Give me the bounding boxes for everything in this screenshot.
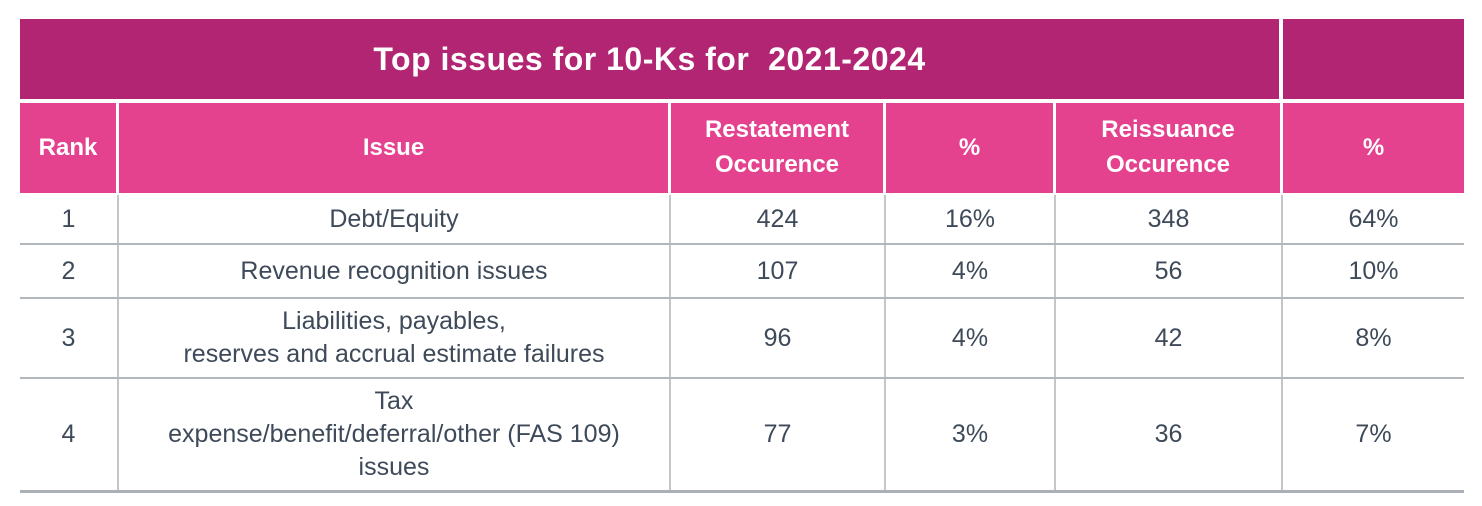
cell-restatement-occurence: 96 [671,299,886,377]
cell-reissuance-occurence: 348 [1056,195,1283,243]
cell-reissuance-pct: 64% [1348,204,1399,233]
cell-restatement-pct: 4% [886,299,1056,377]
cell-issue: Liabilities, payables, reserves and accr… [119,299,671,377]
cell-rank: 4 [20,379,119,490]
cell-rank: 1 [20,195,119,243]
header-cell-reissuance-occurence: Reissuance Occurence [1056,103,1283,193]
cell-reissuance-pct: 10% [1348,256,1399,285]
cell-restatement-occurence: 107 [671,245,886,297]
table-title-spacer-cell [1283,19,1464,99]
table-row: 2 Revenue recognition issues 107 4% 56 1… [20,243,1464,297]
cell-issue: Revenue recognition issues [119,245,671,297]
header-cell-reissuance-pct: % [1283,103,1464,193]
table-title: Top issues for 10-Ks for 2021-2024 [20,19,1283,99]
cell-restatement-occurence: 77 [671,379,886,490]
cell-restatement-pct: 4% [886,245,1056,297]
cell-reissuance-pct: 8% [1355,323,1392,352]
table-header-row: Rank Issue Restatement Occurence % Reiss… [20,103,1464,193]
header-cell-issue: Issue [119,103,671,193]
table-title-row: Top issues for 10-Ks for 2021-2024 [20,19,1464,99]
cell-rank: 3 [20,299,119,377]
cell-reissuance-pct: 7% [1355,420,1392,448]
table-row: 4 Tax expense/benefit/deferral/other (FA… [20,377,1464,490]
cell-reissuance-occurence: 42 [1056,299,1283,377]
cell-rank: 2 [20,245,119,297]
cell-restatement-occurence: 424 [671,195,886,243]
cell-issue: Tax expense/benefit/deferral/other (FAS … [119,379,671,490]
table-row: 1 Debt/Equity 424 16% 348 64% [20,195,1464,243]
cell-restatement-pct: 16% [886,195,1056,243]
cell-reissuance-occurence: 56 [1056,245,1283,297]
header-cell-restatement-occurence: Restatement Occurence [671,103,886,193]
header-cell-restatement-pct: % [886,103,1056,193]
cell-issue: Debt/Equity [119,195,671,243]
cell-restatement-pct: 3% [886,379,1056,490]
cell-reissuance-occurence: 36 [1056,379,1283,490]
header-cell-rank: Rank [20,103,119,193]
table-body: 1 Debt/Equity 424 16% 348 64% 2 Revenue … [20,195,1464,493]
table-row: 3 Liabilities, payables, reserves and ac… [20,297,1464,377]
top-issues-table: Top issues for 10-Ks for 2021-2024 Rank … [20,19,1464,493]
